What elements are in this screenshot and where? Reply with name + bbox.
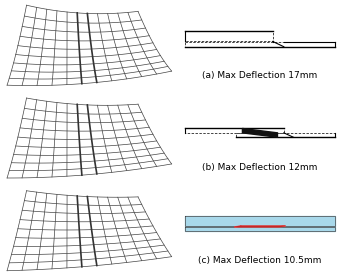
Text: (a) Max Deflection 17mm: (a) Max Deflection 17mm <box>202 71 318 80</box>
Polygon shape <box>185 42 335 47</box>
Polygon shape <box>235 226 285 227</box>
Polygon shape <box>236 133 335 137</box>
Text: (b) Max Deflection 12mm: (b) Max Deflection 12mm <box>202 163 318 172</box>
Polygon shape <box>243 128 277 137</box>
Polygon shape <box>185 216 335 226</box>
Polygon shape <box>185 31 273 41</box>
Polygon shape <box>185 227 335 231</box>
Text: (c) Max Deflection 10.5mm: (c) Max Deflection 10.5mm <box>198 256 322 265</box>
Polygon shape <box>185 128 284 133</box>
